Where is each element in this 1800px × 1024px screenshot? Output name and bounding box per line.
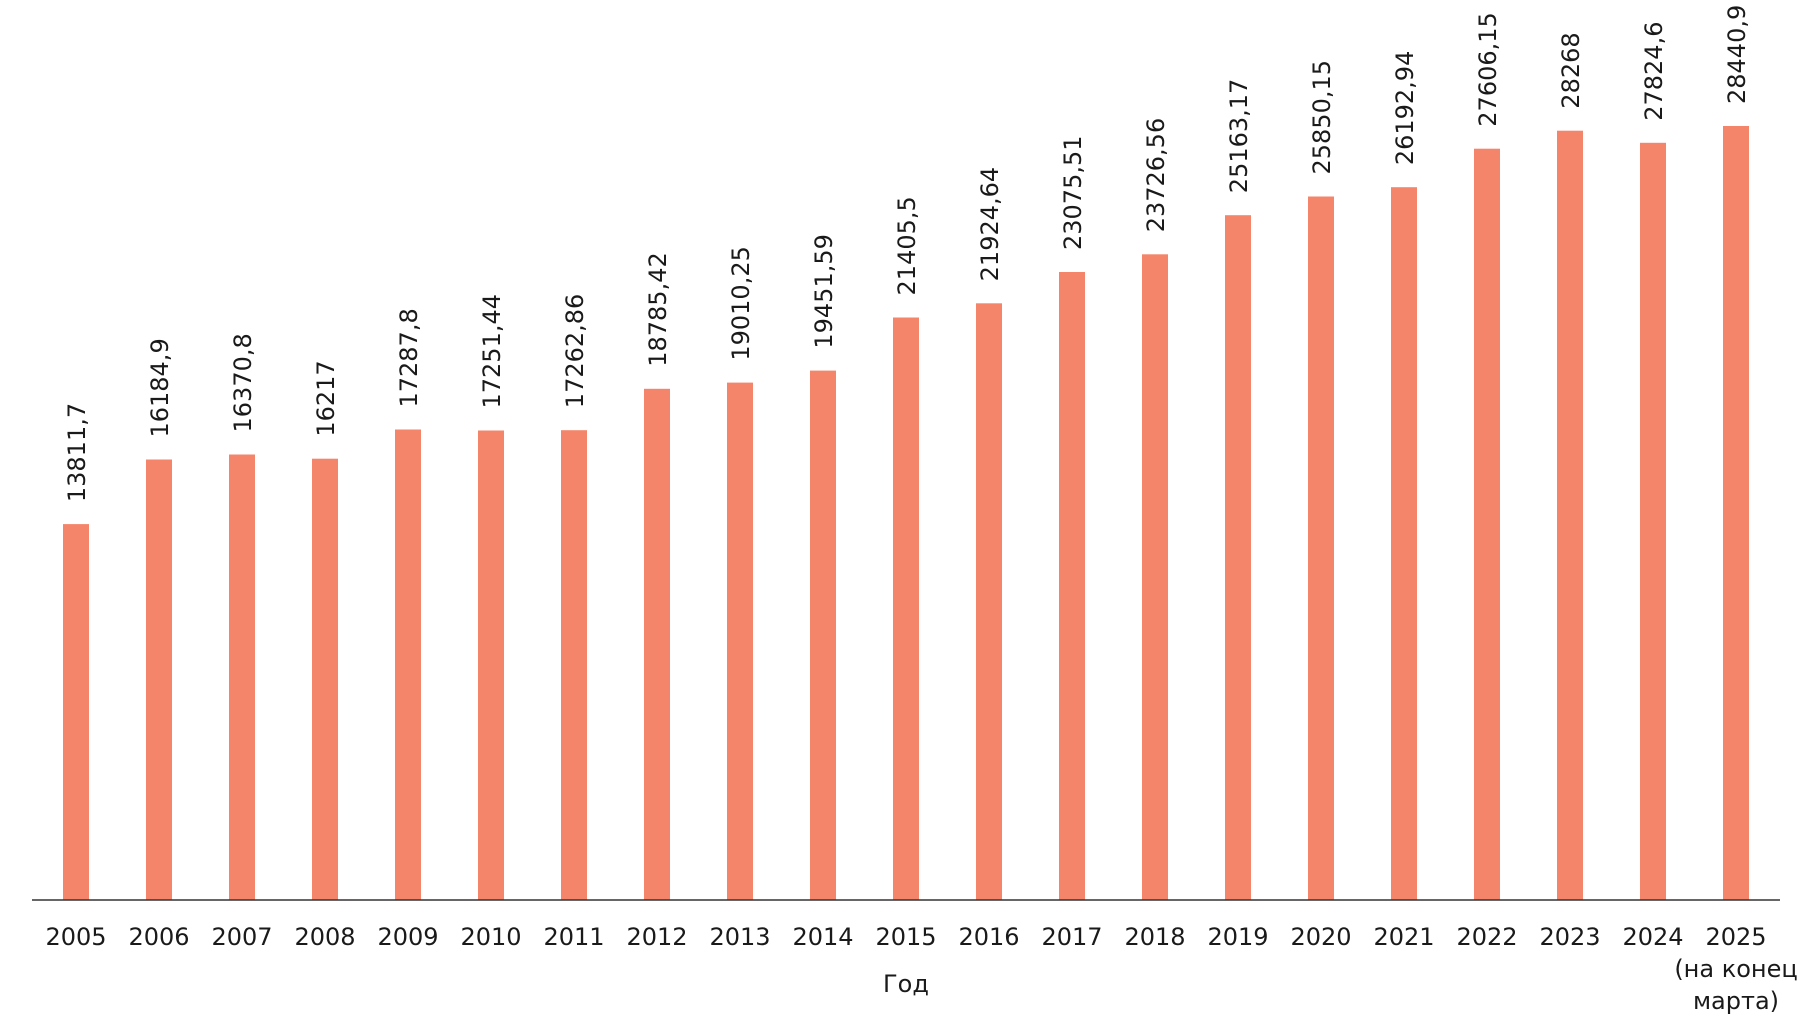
bar-value-label-16: 26192,94	[1391, 51, 1419, 166]
x-tick-labels-group: 2005 2006 2007 2008 2009 2010 2011 2012 2013 2014…	[45, 923, 1797, 1015]
bar-6	[561, 430, 587, 900]
bar-value-label-19: 27824,6	[1640, 22, 1668, 121]
bar-13	[1142, 254, 1168, 901]
bar-3	[312, 458, 338, 900]
bar-2	[229, 454, 255, 900]
x-tick-label-13: 2018	[1124, 923, 1185, 951]
bar-value-label-15: 25850,15	[1308, 60, 1336, 175]
bars-group	[63, 126, 1749, 901]
x-tick-label-15: 2020	[1290, 923, 1351, 951]
x-tick-label-6: 2011	[543, 923, 604, 951]
bar-20	[1723, 126, 1749, 900]
bar-value-label-13: 23726,56	[1142, 118, 1170, 233]
x-tick-label-9: 2014	[792, 923, 853, 951]
x-tick-label-10: 2015	[875, 923, 936, 951]
x-axis-title: Год	[883, 970, 929, 998]
x-tick-label-3: 2008	[294, 923, 355, 951]
bar-15	[1308, 196, 1334, 900]
bar-value-label-10: 21405,5	[893, 196, 921, 295]
bar-8	[727, 382, 753, 901]
x-tick-label-2: 2007	[211, 923, 272, 951]
bar-value-label-3: 16217	[312, 360, 340, 436]
bar-value-label-4: 17287,8	[395, 308, 423, 407]
x-tick-label-8: 2013	[709, 923, 770, 951]
x-tick-label-14: 2019	[1207, 923, 1268, 951]
x-tick-label-20: 2025 (на конец марта)	[1674, 923, 1797, 1015]
bar-5	[478, 430, 504, 900]
bar-value-label-2: 16370,8	[229, 333, 257, 432]
x-tick-label-11: 2016	[958, 923, 1019, 951]
bar-4	[395, 429, 421, 900]
bar-value-label-5: 17251,44	[478, 294, 506, 409]
x-tick-label-17: 2022	[1456, 923, 1517, 951]
bar-value-label-0: 13811,7	[63, 403, 91, 502]
bar-19	[1640, 142, 1666, 901]
x-tick-label-18: 2023	[1539, 923, 1600, 951]
bar-14	[1225, 215, 1251, 900]
bar-value-label-1: 16184,9	[146, 338, 174, 437]
bar-0	[63, 524, 89, 900]
bar-9	[810, 370, 836, 901]
x-tick-label-7: 2012	[626, 923, 687, 951]
bar-value-label-7: 18785,42	[644, 252, 672, 367]
x-tick-label-5: 2010	[460, 923, 521, 951]
x-tick-label-12: 2017	[1041, 923, 1102, 951]
bar-1	[146, 459, 172, 900]
bar-17	[1474, 148, 1500, 900]
bar-10	[893, 317, 919, 900]
bar-11	[976, 303, 1002, 900]
bar-12	[1059, 272, 1085, 900]
bar-value-label-18: 28268	[1557, 32, 1585, 108]
value-labels-group: 13811,7 16184,9 16370,8 16217 17287,8 17251,4…	[63, 5, 1751, 502]
bar-value-label-6: 17262,86	[561, 294, 589, 409]
x-tick-label-0: 2005	[45, 923, 106, 951]
bar-value-label-14: 25163,17	[1225, 79, 1253, 194]
x-tick-label-19: 2024	[1622, 923, 1683, 951]
bar-16	[1391, 187, 1417, 900]
bar-value-label-11: 21924,64	[976, 167, 1004, 282]
bar-value-label-9: 19451,59	[810, 234, 838, 349]
x-tick-label-16: 2021	[1373, 923, 1434, 951]
bar-value-label-12: 23075,51	[1059, 135, 1087, 250]
x-tick-label-1: 2006	[128, 923, 189, 951]
x-tick-label-4: 2009	[377, 923, 438, 951]
bar-18	[1557, 130, 1583, 900]
bar-value-label-20: 28440,9	[1723, 5, 1751, 104]
bar-value-label-17: 27606,15	[1474, 12, 1502, 127]
bar-value-label-8: 19010,25	[727, 246, 755, 361]
bar-7	[644, 388, 670, 900]
